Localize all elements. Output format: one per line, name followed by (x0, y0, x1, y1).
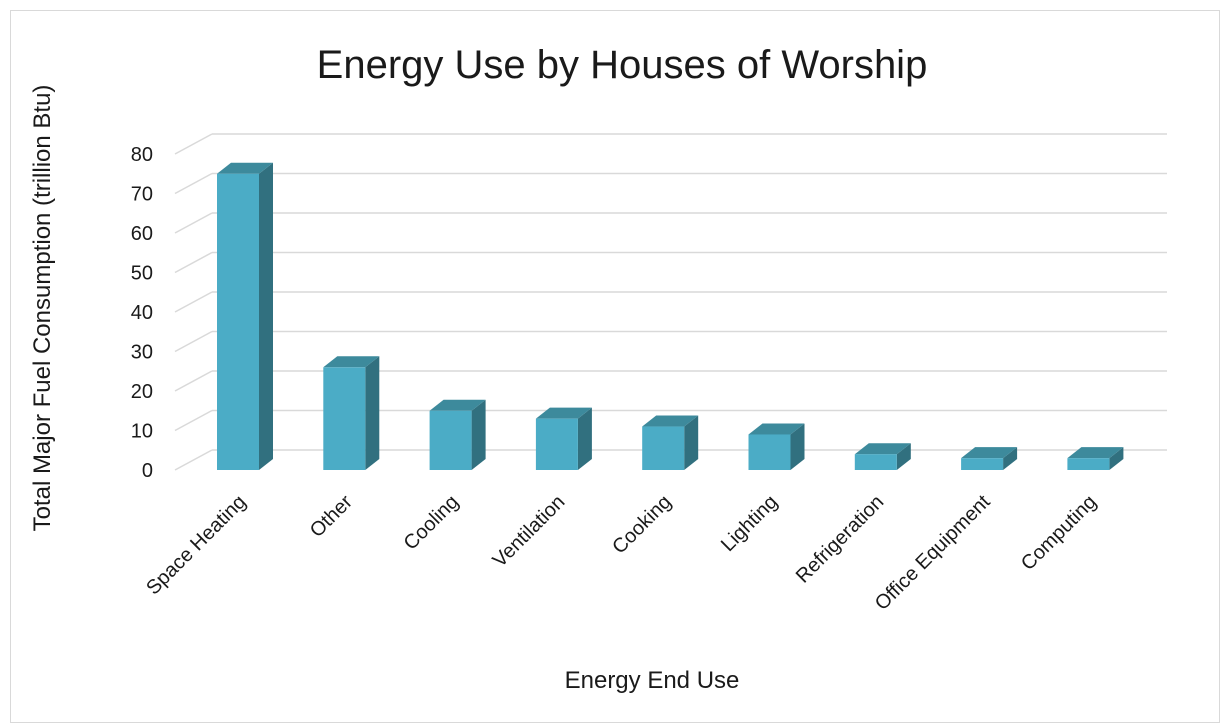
bar-front (429, 410, 472, 470)
chart-frame (10, 10, 1220, 723)
bars (217, 162, 1124, 470)
bar-side (1109, 447, 1124, 470)
x-category-label: Refrigeration (792, 491, 889, 588)
gridline-diag (174, 251, 213, 274)
bar-top (854, 443, 911, 455)
bar-side (365, 356, 380, 470)
chart-title: Energy Use by Houses of Worship (317, 43, 928, 87)
bar (429, 399, 486, 470)
y-tick-label: 60 (131, 223, 153, 245)
bar (961, 447, 1018, 470)
bar-top (961, 447, 1018, 459)
y-tick-label: 80 (131, 144, 153, 166)
x-category-label: Other (306, 491, 357, 542)
bar-top (217, 162, 273, 174)
gridline-diag (174, 449, 213, 471)
bar-front (961, 458, 1004, 470)
bar-front (748, 434, 791, 470)
bar (217, 162, 273, 470)
y-tick-label: 0 (142, 460, 153, 482)
bar (854, 443, 911, 470)
x-axis-categories: Space Heating Other Cooling Ventilation Cook… (142, 491, 1101, 615)
x-axis-label: Energy End Use (565, 667, 740, 694)
gridline-diag (174, 291, 213, 313)
bar-top (429, 399, 486, 411)
bar-top (642, 415, 699, 427)
bar-top (748, 423, 805, 435)
y-tick-label: 40 (131, 302, 153, 324)
bar-side (684, 415, 699, 470)
gridline-diag (174, 133, 213, 155)
y-tick-label: 70 (131, 184, 153, 206)
bar-front (217, 173, 259, 470)
bar-side (471, 399, 486, 470)
bar (642, 415, 699, 470)
gridline-diag (174, 172, 213, 195)
y-axis-ticks: 0 10 20 30 40 50 60 70 80 (131, 144, 153, 482)
x-category-label: Lighting (717, 491, 782, 556)
y-axis-label: Total Major Fuel Consumption (trillion B… (29, 85, 56, 532)
bar-top (323, 356, 380, 368)
y-tick-label: 10 (131, 421, 153, 443)
bar-front (535, 418, 578, 470)
bar (535, 407, 592, 470)
bar-front (854, 454, 897, 470)
bar-side (790, 423, 805, 470)
bar-side (259, 162, 273, 470)
y-tick-label: 20 (131, 381, 153, 403)
x-category-label: Cooking (608, 491, 675, 558)
x-category-label: Ventilation (489, 491, 570, 572)
bar-front (1067, 458, 1110, 470)
bar-front (642, 426, 685, 470)
bar (1067, 447, 1124, 470)
x-category-label: Office Equipment (871, 491, 995, 615)
bar-top (1067, 447, 1124, 459)
bar-side (577, 407, 592, 470)
gridline-diag (174, 370, 213, 392)
y-tick-label: 50 (131, 263, 153, 285)
x-category-label: Computing (1017, 491, 1101, 575)
bar-side (896, 443, 911, 470)
bar-top (535, 407, 592, 419)
gridline-diag (174, 330, 213, 353)
gridline-diag (174, 212, 213, 234)
bar-front (323, 367, 366, 470)
gridline-diag (174, 409, 213, 432)
bar-side (1003, 447, 1018, 470)
x-category-label: Cooling (400, 491, 464, 555)
y-tick-label: 30 (131, 342, 153, 364)
bar (323, 356, 380, 470)
x-category-label: Space Heating (142, 491, 250, 599)
bar (748, 423, 805, 470)
